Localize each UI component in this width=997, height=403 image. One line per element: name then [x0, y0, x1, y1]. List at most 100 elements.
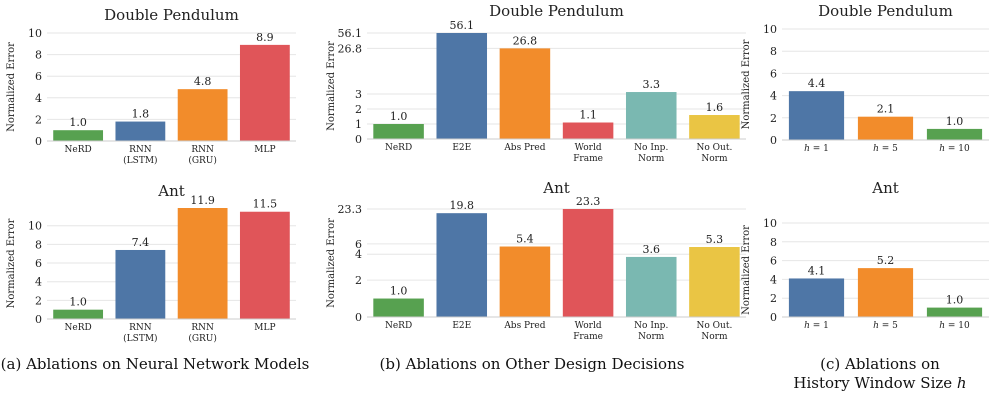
c2-ytick-label: 0 [770, 311, 777, 324]
c2-ytick-label: 2 [770, 292, 777, 305]
b1-value-label: 1.6 [706, 101, 724, 114]
b2-bar [373, 298, 424, 317]
b2-value-label: 19.8 [450, 199, 475, 212]
a1-ytick-label: 0 [35, 135, 42, 148]
c2-ytick-label: 10 [763, 217, 777, 230]
b2-xtick-label: NeRD [385, 321, 412, 331]
c1-title: Double Pendulum [818, 2, 953, 20]
b2-bar [499, 246, 551, 317]
b1-ytick-label: 1 [355, 118, 362, 131]
c2-ytick-label: 6 [770, 255, 777, 268]
a2-xtick-label: MLP [254, 323, 275, 333]
b1-bar [562, 122, 614, 139]
b2-xtick-label: E2E [452, 321, 471, 331]
b1-title: Double Pendulum [489, 2, 624, 20]
b1-value-label: 3.3 [643, 78, 661, 91]
b1-value-label: 26.8 [513, 34, 538, 47]
a2-bar [53, 309, 104, 319]
c2-ylabel: Normalized Error [741, 225, 752, 315]
c1-value-label: 4.4 [808, 77, 826, 90]
a1-xtick-label: (GRU) [188, 155, 217, 166]
a1-ytick-label: 8 [35, 49, 42, 62]
b2-value-label: 1.0 [390, 285, 408, 298]
caption-b: (b) Ablations on Other Design Decisions [362, 355, 702, 374]
c2-ytick-label: 8 [770, 236, 777, 249]
b1-ytick-label: 2 [355, 103, 362, 116]
a2-bar [177, 208, 228, 319]
c1-xtick-label: h = 10 [939, 144, 970, 154]
a2-value-label: 7.4 [132, 236, 150, 249]
b1-ylabel: Normalized Error [326, 41, 337, 131]
b1-xtick-label: No Inp. [634, 143, 668, 153]
c1-xtick-label: h = 5 [873, 144, 898, 154]
a2-ylabel: Normalized Error [6, 218, 17, 308]
c2-xtick-label: h = 1 [804, 321, 829, 331]
a2-ytick-label: 10 [28, 220, 42, 233]
b2-title: Ant [542, 179, 570, 197]
b1-xtick-label: Frame [573, 154, 603, 164]
c2-bar [926, 307, 983, 317]
a1-xtick-label: MLP [254, 145, 275, 155]
a1-title: Double Pendulum [104, 6, 239, 24]
b2-ylabel: Normalized Error [326, 218, 337, 308]
a1-xtick-label: RNN [191, 145, 214, 155]
b2-ytick-label: 4 [355, 248, 362, 261]
c1-value-label: 2.1 [877, 103, 895, 116]
b1-bar [373, 124, 424, 139]
a1-ytick-label: 4 [35, 92, 42, 105]
c1-bar [857, 116, 914, 140]
b2-xtick-label: Norm [701, 332, 728, 342]
c1-xtick-label: h = 1 [804, 144, 829, 154]
b1-xtick-label: World [575, 143, 602, 153]
b2-xtick-label: No Out. [697, 321, 733, 331]
b2-xtick-label: No Inp. [634, 321, 668, 331]
c2-xtick-label: h = 5 [873, 321, 898, 331]
c2-xtick-label: h = 10 [939, 321, 970, 331]
a2-xtick-label: NeRD [65, 323, 92, 333]
b2-xtick-label: Abs Pred [503, 321, 545, 331]
a1-xtick-label: NeRD [65, 145, 92, 155]
a1-value-label: 1.0 [69, 116, 87, 129]
a1-ytick-label: 6 [35, 70, 42, 83]
a1-xtick-label: RNN [129, 145, 152, 155]
b1-xtick-label: Norm [701, 154, 728, 164]
a1-bar [239, 44, 290, 141]
c2-value-label: 4.1 [808, 264, 826, 277]
c1-ytick-label: 10 [763, 23, 777, 36]
caption-c-variable: h [956, 374, 967, 392]
c1-bar [788, 91, 845, 140]
b1-bar [689, 115, 740, 139]
caption-c-line2: History Window Size h [770, 374, 990, 393]
a1-ytick-label: 2 [35, 113, 42, 126]
b2-xtick-label: World [575, 321, 602, 331]
c1-ylabel: Normalized Error [741, 39, 752, 129]
b1-xtick-label: Norm [638, 154, 665, 164]
a2-bar [115, 249, 166, 319]
b1-xtick-label: E2E [452, 143, 471, 153]
a1-ylabel: Normalized Error [6, 42, 17, 132]
b2-ytick-label: 0 [355, 311, 362, 324]
caption-c-line2-text: History Window Size [793, 374, 957, 392]
c2-value-label: 5.2 [877, 254, 895, 267]
a2-ytick-label: 2 [35, 294, 42, 307]
b1-value-label: 1.1 [579, 109, 597, 122]
b2-ytick-label: 2 [355, 274, 362, 287]
a2-xtick-label: (LSTM) [123, 333, 157, 344]
a2-xtick-label: RNN [129, 323, 152, 333]
b1-ytick-label: 3 [355, 88, 362, 101]
c1-ytick-label: 6 [770, 67, 777, 80]
a2-xtick-label: RNN [191, 323, 214, 333]
b1-value-label: 56.1 [450, 19, 475, 32]
caption-c-line1: (c) Ablations on [820, 355, 940, 373]
caption-c: (c) Ablations on History Window Size h [770, 355, 990, 393]
b2-value-label: 3.6 [643, 243, 661, 256]
c1-ytick-label: 0 [770, 134, 777, 147]
b2-value-label: 5.4 [516, 233, 534, 246]
a1-ytick-label: 10 [28, 27, 42, 40]
b1-bar [436, 33, 488, 139]
c1-ytick-label: 8 [770, 45, 777, 58]
c2-ytick-label: 4 [770, 273, 777, 286]
b1-ytick-label: 0 [355, 133, 362, 146]
b2-bar [562, 209, 614, 317]
